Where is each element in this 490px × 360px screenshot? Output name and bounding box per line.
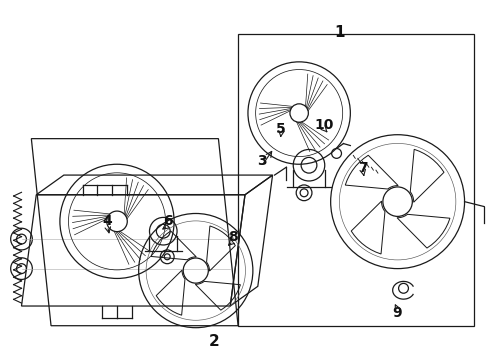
Text: 3: 3 (257, 153, 267, 167)
Text: 1: 1 (334, 26, 344, 40)
Text: 10: 10 (315, 118, 334, 132)
Text: 2: 2 (208, 334, 219, 349)
Text: 6: 6 (163, 214, 172, 228)
Text: 8: 8 (228, 230, 238, 244)
Text: 5: 5 (276, 122, 286, 136)
Text: 7: 7 (358, 161, 368, 175)
Text: 4: 4 (102, 214, 112, 228)
Text: 9: 9 (392, 306, 402, 320)
